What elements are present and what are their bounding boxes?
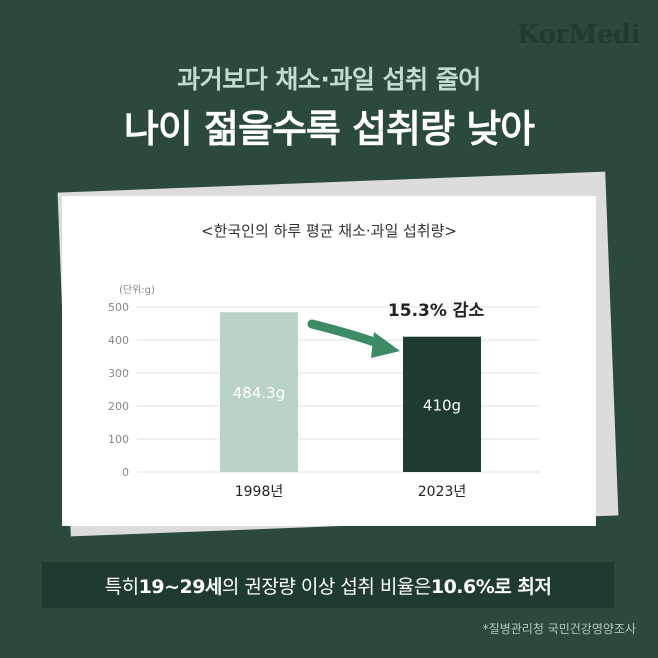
banner: 특히 19~29세 의 권장량 이상 섭취 비율은 10.6%로 최저: [42, 562, 614, 608]
y-tick-label: 300: [108, 367, 129, 380]
banner-text-2: 의 권장량 이상 섭취 비율은: [221, 575, 431, 598]
y-tick-label: 500: [108, 301, 129, 314]
chart-card: <한국인의 하루 평균 채소·과일 섭취량> (단위:g) 0 100 200 300…: [62, 196, 596, 526]
banner-text-1: 특히: [104, 575, 139, 598]
logo: KorMedi: [517, 20, 640, 50]
bar: [403, 336, 481, 472]
bar-data-label: 484.3g: [233, 384, 285, 402]
bar-data-label: 410g: [423, 396, 461, 414]
banner-highlight-rate: 10.6%로 최저: [430, 575, 552, 598]
bar-chart: <한국인의 하루 평균 채소·과일 섭취량> (단위:g) 0 100 200 300…: [108, 222, 540, 500]
y-tick-label: 0: [122, 466, 129, 479]
y-tick-label: 400: [108, 334, 129, 347]
y-tick-label: 100: [108, 433, 129, 446]
headline: 나이 젊을수록 섭취량 낮아: [123, 107, 535, 151]
y-tick-label: 200: [108, 400, 129, 413]
source-note: *질병관리청 국민건강영양조사: [482, 622, 636, 636]
unit-label: (단위:g): [119, 283, 155, 296]
arrow-head: [371, 332, 400, 358]
x-tick-label: 2023년: [418, 484, 467, 500]
arrow-shaft: [307, 319, 385, 349]
x-tick-label: 1998년: [235, 484, 284, 500]
subtitle: 과거보다 채소·과일 섭취 줄어: [177, 65, 481, 94]
banner-highlight-age: 19~29세: [138, 575, 223, 598]
chart-title: <한국인의 하루 평균 채소·과일 섭취량>: [201, 222, 457, 240]
annotation: 15.3% 감소: [388, 301, 485, 321]
bar: [220, 312, 298, 472]
